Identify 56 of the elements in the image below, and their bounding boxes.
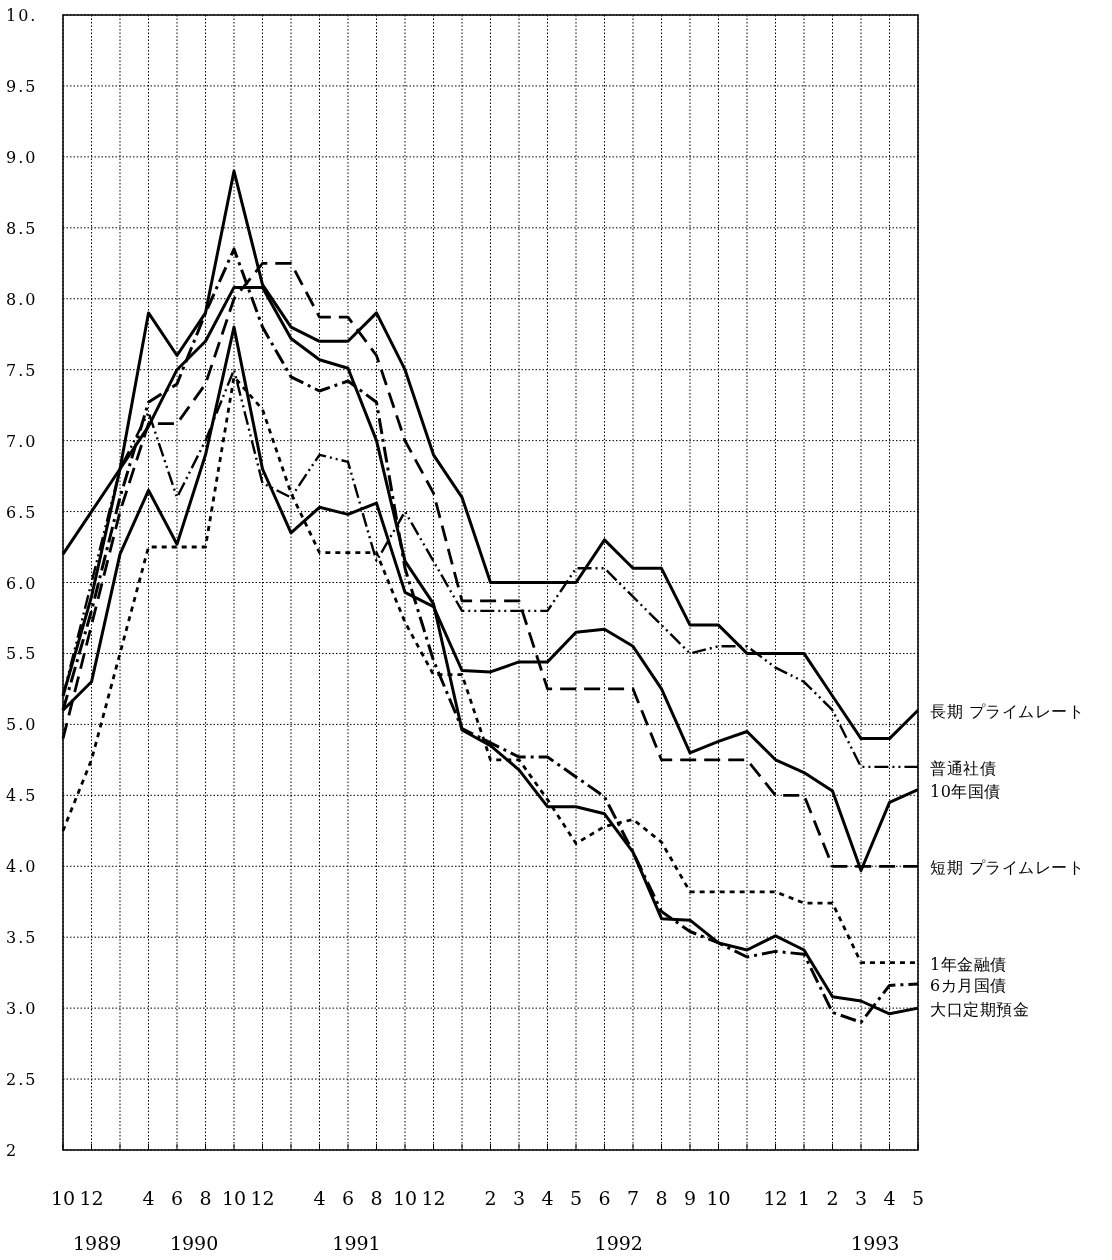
x-tick-label: 3 [512,1187,526,1209]
series-label: 普通社債 [930,758,996,778]
x-tick-label: 12 [250,1187,275,1209]
x-tick-label: 9 [683,1187,697,1209]
x-tick-label: 10 [392,1187,418,1209]
text: 1990 [169,1232,219,1254]
x-tick-label: 10 [706,1187,731,1209]
series-label: 長期 プライムレート [930,702,1085,722]
x-tick-label: 8 [655,1187,668,1209]
text: 1991 [332,1232,381,1254]
y-tick-label: 4.0 [6,857,38,877]
x-tick-label: 4 [541,1187,554,1209]
x-tick-label: 8 [199,1187,212,1209]
x-tick-label: 5 [569,1187,583,1209]
y-tick-label: 10. [6,6,38,25]
x-tick-label: 4 [142,1187,155,1209]
y-tick-label: 6.5 [6,502,38,522]
x-tick-label: 6 [341,1187,355,1209]
x-tick-label: 6 [598,1187,611,1209]
y-tick-label: 5.5 [6,644,38,664]
x-tick-label: 7 [626,1187,640,1209]
series-label: 10年国債 [930,781,1001,801]
x-tick-label: 2 [484,1187,497,1209]
x-tick-label: 3 [854,1187,868,1209]
y-tick-label: 8.0 [6,289,38,309]
x-tick-label: 12 [421,1187,446,1209]
y-tick-label: 2.5 [6,1070,38,1090]
y-tick-label: 3.5 [6,928,38,948]
y-tick-label: 9.5 [6,76,38,96]
y-tick-label: 3.0 [6,999,38,1019]
x-tick-label: 2 [826,1187,839,1209]
series-label: 6カ月国債 [930,976,1007,996]
x-tick-label: 4 [313,1187,326,1209]
x-tick-label: 12 [79,1187,104,1209]
text: 1993 [851,1232,900,1254]
y-tick-label: 6.0 [6,573,38,593]
y-tick-label: 7.0 [6,431,38,451]
x-tick-label: 10 [50,1187,76,1209]
y-tick-label: 4.5 [6,786,38,806]
x-tick-label: 8 [370,1187,383,1209]
x-tick-label: 6 [170,1187,184,1209]
series-label: 1年金融債 [930,954,1007,974]
x-tick-label: 12 [763,1187,788,1209]
text: 1989 [73,1232,122,1254]
series-label: 短期 プライムレート [930,858,1085,878]
y-tick-label: 2 [6,1141,19,1160]
x-tick-label: 10 [221,1187,247,1209]
y-tick-label: 5.0 [6,715,38,735]
series-label: 大口定期預金 [930,1000,1029,1020]
x-tick-label: 4 [883,1187,896,1209]
y-tick-label: 8.5 [6,218,38,238]
x-tick-label: 1 [797,1187,811,1209]
y-tick-label: 7.5 [6,360,38,380]
x-tick-label: 5 [911,1187,925,1209]
text: 1992 [594,1232,643,1254]
y-tick-label: 9.0 [6,147,38,167]
